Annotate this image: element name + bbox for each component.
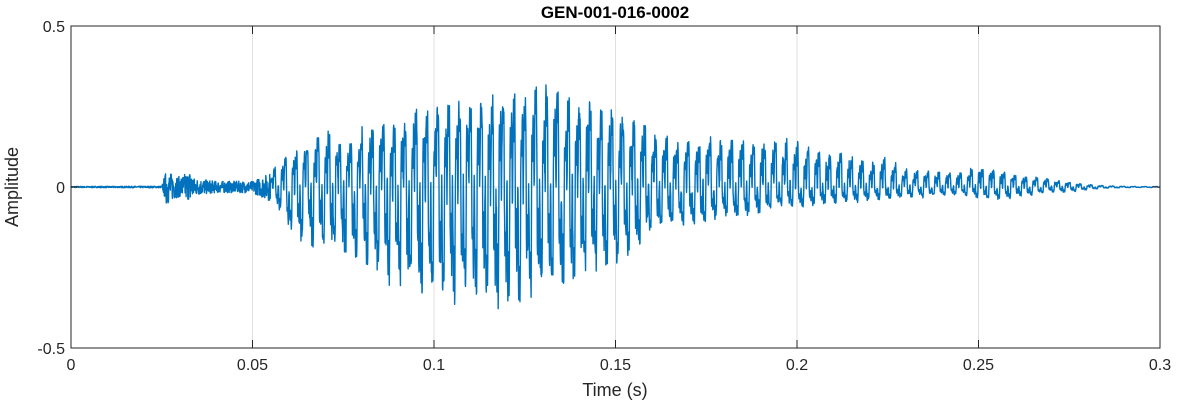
y-tick-label: -0.5 [37,341,65,358]
y-tick-label: 0 [56,180,65,197]
waveform-series-line [70,84,1161,310]
x-tick-label: 0.3 [1149,357,1171,374]
y-axis-label: Amplitude [2,147,22,227]
series-layer [70,84,1161,310]
x-axis-label: Time (s) [582,380,647,400]
x-tick-label: 0.25 [963,357,994,374]
x-tick-label: 0 [67,357,76,374]
x-tick-label: 0.15 [600,357,631,374]
x-tick-label: 0.2 [786,357,808,374]
chart-title: GEN-001-016-0002 [541,3,689,22]
x-tick-label: 0.1 [423,357,445,374]
x-tick-label: 0.05 [237,357,268,374]
tick-layer: 0 0.05 0.1 0.15 0.2 0.25 0.3-0.500.5 [37,19,1171,374]
y-tick-label: 0.5 [43,19,65,36]
